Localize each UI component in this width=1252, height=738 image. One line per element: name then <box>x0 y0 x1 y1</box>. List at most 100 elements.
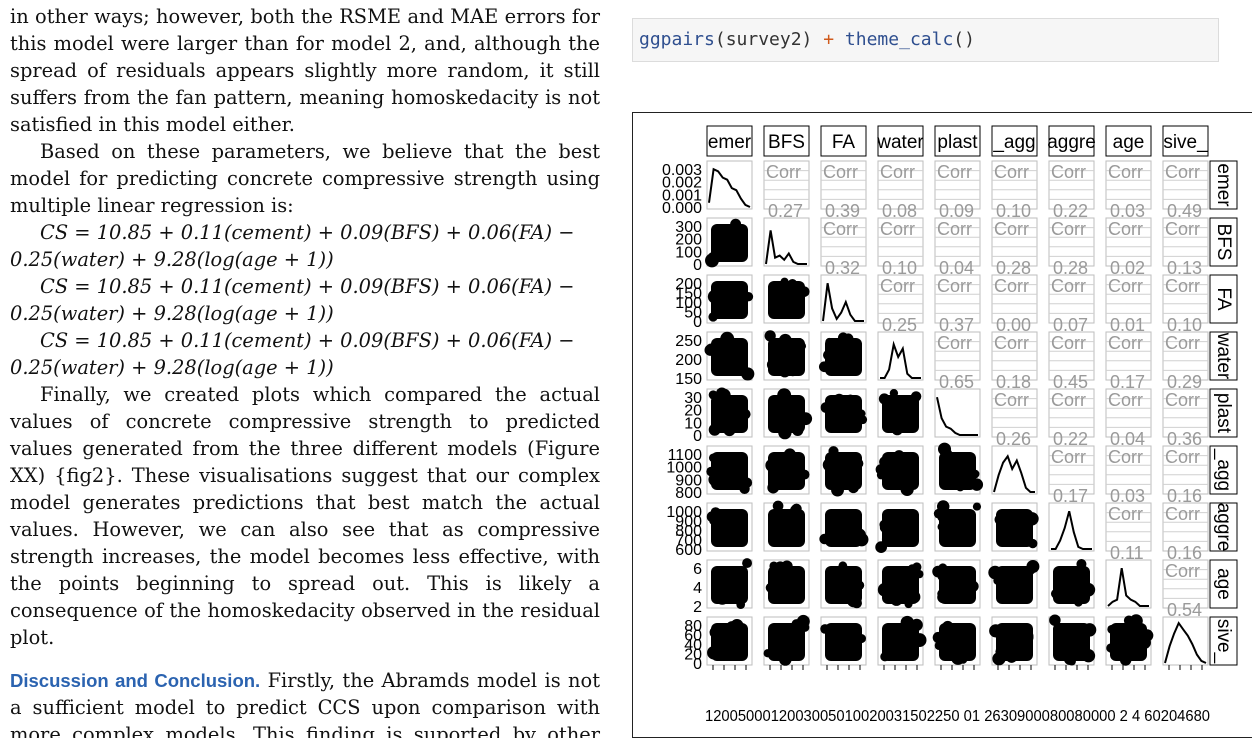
scatter-point <box>733 356 745 368</box>
scatter-point <box>822 458 837 472</box>
scatter-point <box>828 446 839 457</box>
scatter-point <box>763 649 772 658</box>
equation-3-line-1: CS = 10.85 + 0.11(cement) + 0.09(BFS) + … <box>40 329 575 352</box>
scatter-point <box>713 360 728 374</box>
scatter-point <box>783 414 794 425</box>
scatter-point <box>898 514 910 527</box>
column-strip-label: water <box>876 132 924 153</box>
y-tick-label: 0.002 <box>662 175 702 192</box>
column-strip <box>1162 125 1209 157</box>
panel-background <box>991 217 1038 267</box>
column-strip <box>934 125 981 157</box>
corr-label: Corr <box>880 162 915 182</box>
corr-label: Corr <box>1108 390 1143 410</box>
scatter-point <box>852 528 866 542</box>
panel-background <box>991 445 1038 495</box>
equation-1-line-1: CS = 10.85 + 0.11(cement) + 0.09(BFS) + … <box>40 221 575 244</box>
scatter-point <box>848 515 857 524</box>
panel-background <box>1162 217 1209 267</box>
density-curve <box>765 230 807 265</box>
scatter-point <box>900 482 914 496</box>
scatter-point <box>833 393 846 406</box>
y-tick-label: 200 <box>675 276 702 293</box>
panel-background <box>820 217 867 267</box>
scatter-point <box>959 637 969 647</box>
scatter-point <box>779 365 791 378</box>
panel-background <box>1105 217 1152 267</box>
panel-background <box>1048 274 1095 324</box>
scatter-point <box>704 344 717 356</box>
panel-background <box>877 274 924 324</box>
scatter-point <box>997 512 1012 526</box>
column-strip-label: age <box>1113 132 1145 153</box>
panel-background <box>1162 616 1209 666</box>
scatter-point <box>889 388 899 398</box>
panel-background <box>1048 160 1095 210</box>
panel-background <box>1162 445 1209 495</box>
corr-label: Corr <box>994 390 1029 410</box>
scatter-point <box>967 580 979 592</box>
scatter-point <box>943 644 953 654</box>
scatter-point <box>883 509 898 523</box>
row-strip <box>1209 445 1238 495</box>
corr-label: Corr <box>1051 162 1086 182</box>
scatter-point <box>740 408 751 420</box>
panel-background <box>1162 160 1209 210</box>
density-curve <box>993 454 1035 493</box>
scatter-point <box>792 530 803 540</box>
corr-label: Corr <box>1108 219 1143 239</box>
corr-value: 0.37 <box>939 315 974 335</box>
row-strip <box>1209 274 1238 324</box>
scatter-point <box>1077 642 1087 652</box>
corr-value: 0.03 <box>1110 486 1145 506</box>
scatter-point <box>880 652 890 662</box>
scatter-point <box>932 631 944 644</box>
scatter-point <box>823 349 834 361</box>
scatter-point <box>892 537 901 546</box>
column-strip-label: plast <box>937 132 978 153</box>
y-tick-label: 4 <box>693 580 702 597</box>
y-tick-label: 10 <box>684 415 702 432</box>
scatter-point <box>848 482 859 494</box>
y-tick-label: 250 <box>675 333 702 350</box>
scatter-point <box>1018 524 1031 537</box>
equation-1-line-2: 0.25(water) + 9.28(log(age + 1)) <box>10 248 334 271</box>
scatter-point <box>1076 559 1087 570</box>
scatter-point <box>950 579 963 592</box>
scatter-point <box>771 304 781 314</box>
scatter-point <box>795 337 804 347</box>
row-strip-label: BFS <box>1213 224 1234 261</box>
scatter-point <box>1137 636 1151 650</box>
scatter-point <box>847 594 860 608</box>
code-function-ggpairs: ggpairs <box>639 29 715 50</box>
corr-value: 0.16 <box>1167 543 1202 563</box>
corr-label: Corr <box>1165 276 1200 296</box>
code-block: ggpairs(survey2) + theme_calc() <box>632 18 1219 62</box>
panel-background <box>934 274 981 324</box>
scatter-point <box>942 620 954 632</box>
paragraph-discussion: Discussion and Conclusion. Firstly, the … <box>10 667 600 738</box>
scatter-point <box>970 478 984 491</box>
row-strip <box>1209 217 1238 267</box>
y-tick-label: 1000 <box>666 504 702 521</box>
scatter-point <box>1020 629 1034 643</box>
scatter-point <box>891 423 903 436</box>
scatter-point <box>1028 538 1038 549</box>
corr-label: Corr <box>1108 447 1143 467</box>
scatter-point <box>833 515 847 529</box>
row-strip <box>1209 559 1238 609</box>
scatter-point <box>741 477 753 488</box>
code-argument-survey2: (survey2) <box>714 29 813 50</box>
scatter-point <box>723 452 736 465</box>
panel-background <box>991 274 1038 324</box>
panel-background <box>1105 559 1152 609</box>
panel-background <box>820 160 867 210</box>
density-curve <box>708 167 751 208</box>
y-tick-label: 800 <box>675 485 702 502</box>
corr-label: Corr <box>1165 447 1200 467</box>
scatter-point <box>1020 515 1032 526</box>
scatter-point <box>772 500 784 512</box>
scatter-point <box>953 529 967 542</box>
corr-value: 0.18 <box>996 372 1031 392</box>
y-tick-label: 30 <box>684 390 702 407</box>
